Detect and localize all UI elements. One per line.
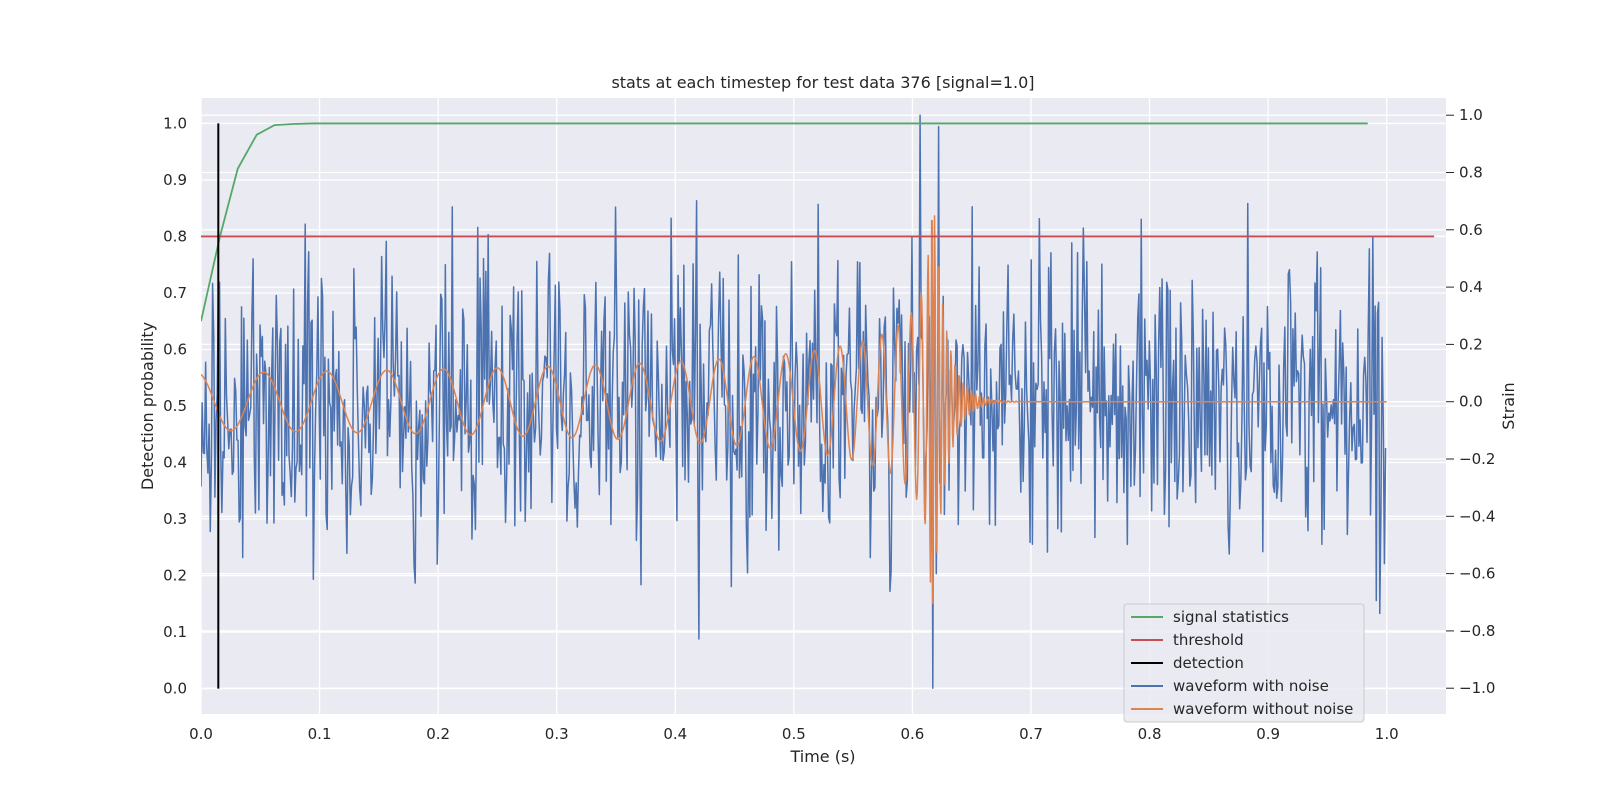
y-tick-label: 0.9 [163, 171, 187, 189]
x-tick-label: 0.0 [189, 725, 213, 743]
y-tick-label: 0.2 [163, 567, 187, 585]
x-tick-label: 0.3 [545, 725, 569, 743]
y-right-tick-label: 0.8 [1459, 163, 1483, 181]
y-right-tick-label: −0.2 [1459, 450, 1495, 468]
y-tick-label: 0.3 [163, 510, 187, 528]
y-right-tick-label: −0.8 [1459, 622, 1495, 640]
y-tick-label: 0.4 [163, 454, 187, 472]
y-right-tick-label: −0.6 [1459, 565, 1495, 583]
x-tick-label: 0.8 [1138, 725, 1162, 743]
x-tick-label: 0.4 [663, 725, 687, 743]
x-tick-label: 0.7 [1019, 725, 1043, 743]
y-right-tick-label: −1.0 [1459, 679, 1495, 697]
y-right-tick-label: 0.2 [1459, 335, 1483, 353]
x-tick-label: 0.5 [782, 725, 806, 743]
y-tick-label: 0.7 [163, 284, 187, 302]
y-tick-label: 0.6 [163, 340, 187, 358]
x-tick-label: 1.0 [1375, 725, 1399, 743]
series-signal-statistics [201, 122, 1368, 322]
y-right-tick-label: 1.0 [1459, 106, 1483, 124]
y-axis-label: Detection probability [138, 322, 157, 490]
legend-label-signal-statistics: signal statistics [1173, 608, 1289, 626]
chart-title: stats at each timestep for test data 376… [611, 73, 1034, 92]
y-tick-label: 0.5 [163, 397, 187, 415]
x-axis-label: Time (s) [789, 747, 855, 766]
x-tick-label: 0.1 [308, 725, 332, 743]
legend: signal statistics threshold detection wa… [1123, 603, 1365, 723]
y-tick-label: 0.1 [163, 623, 187, 641]
legend-label-detection: detection [1173, 654, 1244, 672]
x-tick-label: 0.6 [900, 725, 924, 743]
y-tick-label: 0.0 [163, 680, 187, 698]
y-tick-label: 1.0 [163, 114, 187, 132]
y-right-tick-label: 0.4 [1459, 278, 1483, 296]
y-right-tick-label: 0.0 [1459, 393, 1483, 411]
series-waveform-with-noise [201, 114, 1387, 689]
y-right-tick-label: 0.6 [1459, 221, 1483, 239]
x-tick-label: 0.9 [1256, 725, 1280, 743]
y-tick-label: 0.8 [163, 227, 187, 245]
legend-box [1123, 603, 1365, 723]
x-tick-label: 0.2 [426, 725, 450, 743]
legend-label-threshold: threshold [1173, 631, 1244, 649]
series-waveform-without-noise [201, 215, 1387, 605]
series-layer [201, 114, 1435, 689]
y-axis-right-label: Strain [1499, 382, 1518, 429]
y-right-tick-label: −0.4 [1459, 507, 1495, 525]
ticks-layer: 0.0 0.1 0.2 0.3 0.4 0.5 0.6 0.7 0.8 0.9 1.0 0.0 0.1 0… [163, 106, 1495, 743]
legend-label-waveform-with-noise: waveform with noise [1173, 677, 1329, 695]
legend-label-waveform-without-noise: waveform without noise [1173, 700, 1353, 718]
